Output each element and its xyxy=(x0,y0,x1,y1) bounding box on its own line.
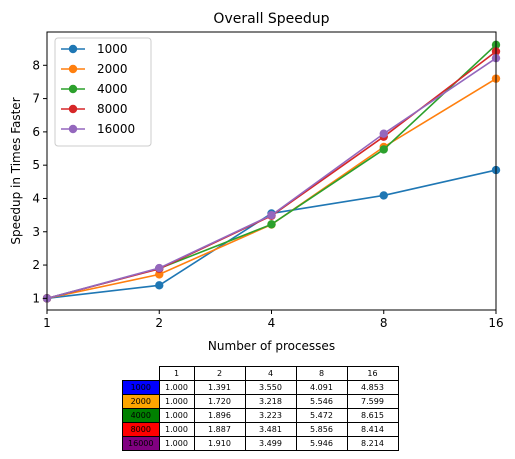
y-tick-label: 3 xyxy=(32,225,40,239)
table-cell: 1.910 xyxy=(193,436,246,451)
y-tick-label: 2 xyxy=(32,258,40,272)
table-cell: 8.214 xyxy=(346,436,399,451)
axes: 1 2 4 8 16 1 2 3 4 5 6 7 8 xyxy=(32,58,503,330)
table-row-header: 16000 xyxy=(122,436,160,451)
table-col-header: 8 xyxy=(295,366,348,381)
table-row: 8000 1.000 1.887 3.481 5.856 8.414 xyxy=(122,422,399,437)
legend-swatch-marker xyxy=(68,104,78,114)
table-cell: 1.896 xyxy=(193,408,246,423)
data-point xyxy=(379,145,388,154)
table-cell: 5.546 xyxy=(295,394,348,409)
x-tick-label: 16 xyxy=(488,316,503,330)
table-col-header: 1 xyxy=(158,366,195,381)
table-cell: 3.223 xyxy=(244,408,297,423)
data-point xyxy=(379,191,388,200)
legend-swatch-marker xyxy=(68,84,78,94)
table-corner xyxy=(123,367,160,381)
x-axis-label: Number of processes xyxy=(208,339,335,353)
legend-swatch-marker xyxy=(68,124,78,134)
table-cell: 1.000 xyxy=(158,408,195,423)
table-cell: 1.000 xyxy=(158,394,195,409)
table-cell: 1.000 xyxy=(158,422,195,437)
x-tick-label: 4 xyxy=(268,316,276,330)
legend-label: 2000 xyxy=(97,62,128,76)
table-cell: 3.218 xyxy=(244,394,297,409)
chart-title: Overall Speedup xyxy=(213,11,329,27)
table-cell: 8.414 xyxy=(346,422,399,437)
table-cell: 3.550 xyxy=(244,380,297,395)
speedup-chart: Overall Speedup Number of processes Spee… xyxy=(9,11,504,353)
table-cell: 1.720 xyxy=(193,394,246,409)
data-point xyxy=(267,210,276,220)
legend-label: 4000 xyxy=(97,82,128,96)
table-col-header: 16 xyxy=(346,366,399,381)
x-tick-label: 1 xyxy=(43,316,51,330)
speedup-table: 1 2 4 8 16 1000 1.000 1.391 3.550 4.091 4.853 2000 1… xyxy=(122,366,399,451)
table-row: 16000 1.000 1.910 3.499 5.946 8.214 xyxy=(122,436,399,451)
table-cell: 3.481 xyxy=(244,422,297,437)
legend: 1000 2000 4000 8000 16000 xyxy=(54,37,152,147)
table-cell: 4.853 xyxy=(346,380,399,395)
data-point xyxy=(379,129,388,138)
table-col-header: 2 xyxy=(193,366,246,381)
legend-swatch-marker xyxy=(68,44,78,54)
table-row: 1000 1.000 1.391 3.550 4.091 4.853 xyxy=(122,380,399,395)
x-tick-label: 8 xyxy=(380,316,388,330)
series-layer xyxy=(42,40,501,303)
table-cell: 5.472 xyxy=(295,408,348,423)
table-cell: 5.856 xyxy=(295,422,348,437)
table-row-header: 4000 xyxy=(122,408,160,423)
y-tick-label: 7 xyxy=(32,92,40,106)
y-tick-label: 4 xyxy=(32,191,40,205)
table-cell: 1.391 xyxy=(193,380,246,395)
table-cell: 5.946 xyxy=(295,436,348,451)
data-point xyxy=(155,281,164,290)
table-cell: 3.499 xyxy=(244,436,297,451)
data-point xyxy=(267,220,276,229)
y-tick-label: 1 xyxy=(32,291,40,305)
speedup-table-container: 1 2 4 8 16 1000 1.000 1.391 3.550 4.091 4.853 2000 1… xyxy=(122,366,399,451)
series-line xyxy=(46,169,497,300)
table-row: 4000 1.000 1.896 3.223 5.472 8.615 xyxy=(122,408,399,423)
table-cell: 1.887 xyxy=(193,422,246,437)
table-cell: 7.599 xyxy=(346,394,399,409)
table-cell: 1.000 xyxy=(158,380,195,395)
table-row-header: 2000 xyxy=(122,394,160,409)
y-axis-label: Speedup in Times Faster xyxy=(9,97,23,244)
y-tick-label: 8 xyxy=(32,58,40,72)
table-col-header: 4 xyxy=(244,366,297,381)
x-tick-label: 2 xyxy=(155,316,163,330)
legend-frame xyxy=(54,37,152,147)
table-header-row: 1 2 4 8 16 xyxy=(123,366,399,381)
table-row-header: 1000 xyxy=(122,380,160,395)
legend-label: 8000 xyxy=(97,102,128,116)
data-point xyxy=(155,263,164,273)
table-row-header: 8000 xyxy=(122,422,160,437)
legend-swatch-marker xyxy=(68,64,78,74)
legend-label: 16000 xyxy=(97,122,135,136)
y-tick-label: 5 xyxy=(32,158,40,172)
table-row: 2000 1.000 1.720 3.218 5.546 7.599 xyxy=(122,394,399,409)
y-tick-label: 6 xyxy=(32,125,40,139)
table-cell: 4.091 xyxy=(295,380,348,395)
table-cell: 1.000 xyxy=(158,436,195,451)
table-cell: 8.615 xyxy=(346,408,399,423)
legend-label: 1000 xyxy=(97,42,128,56)
